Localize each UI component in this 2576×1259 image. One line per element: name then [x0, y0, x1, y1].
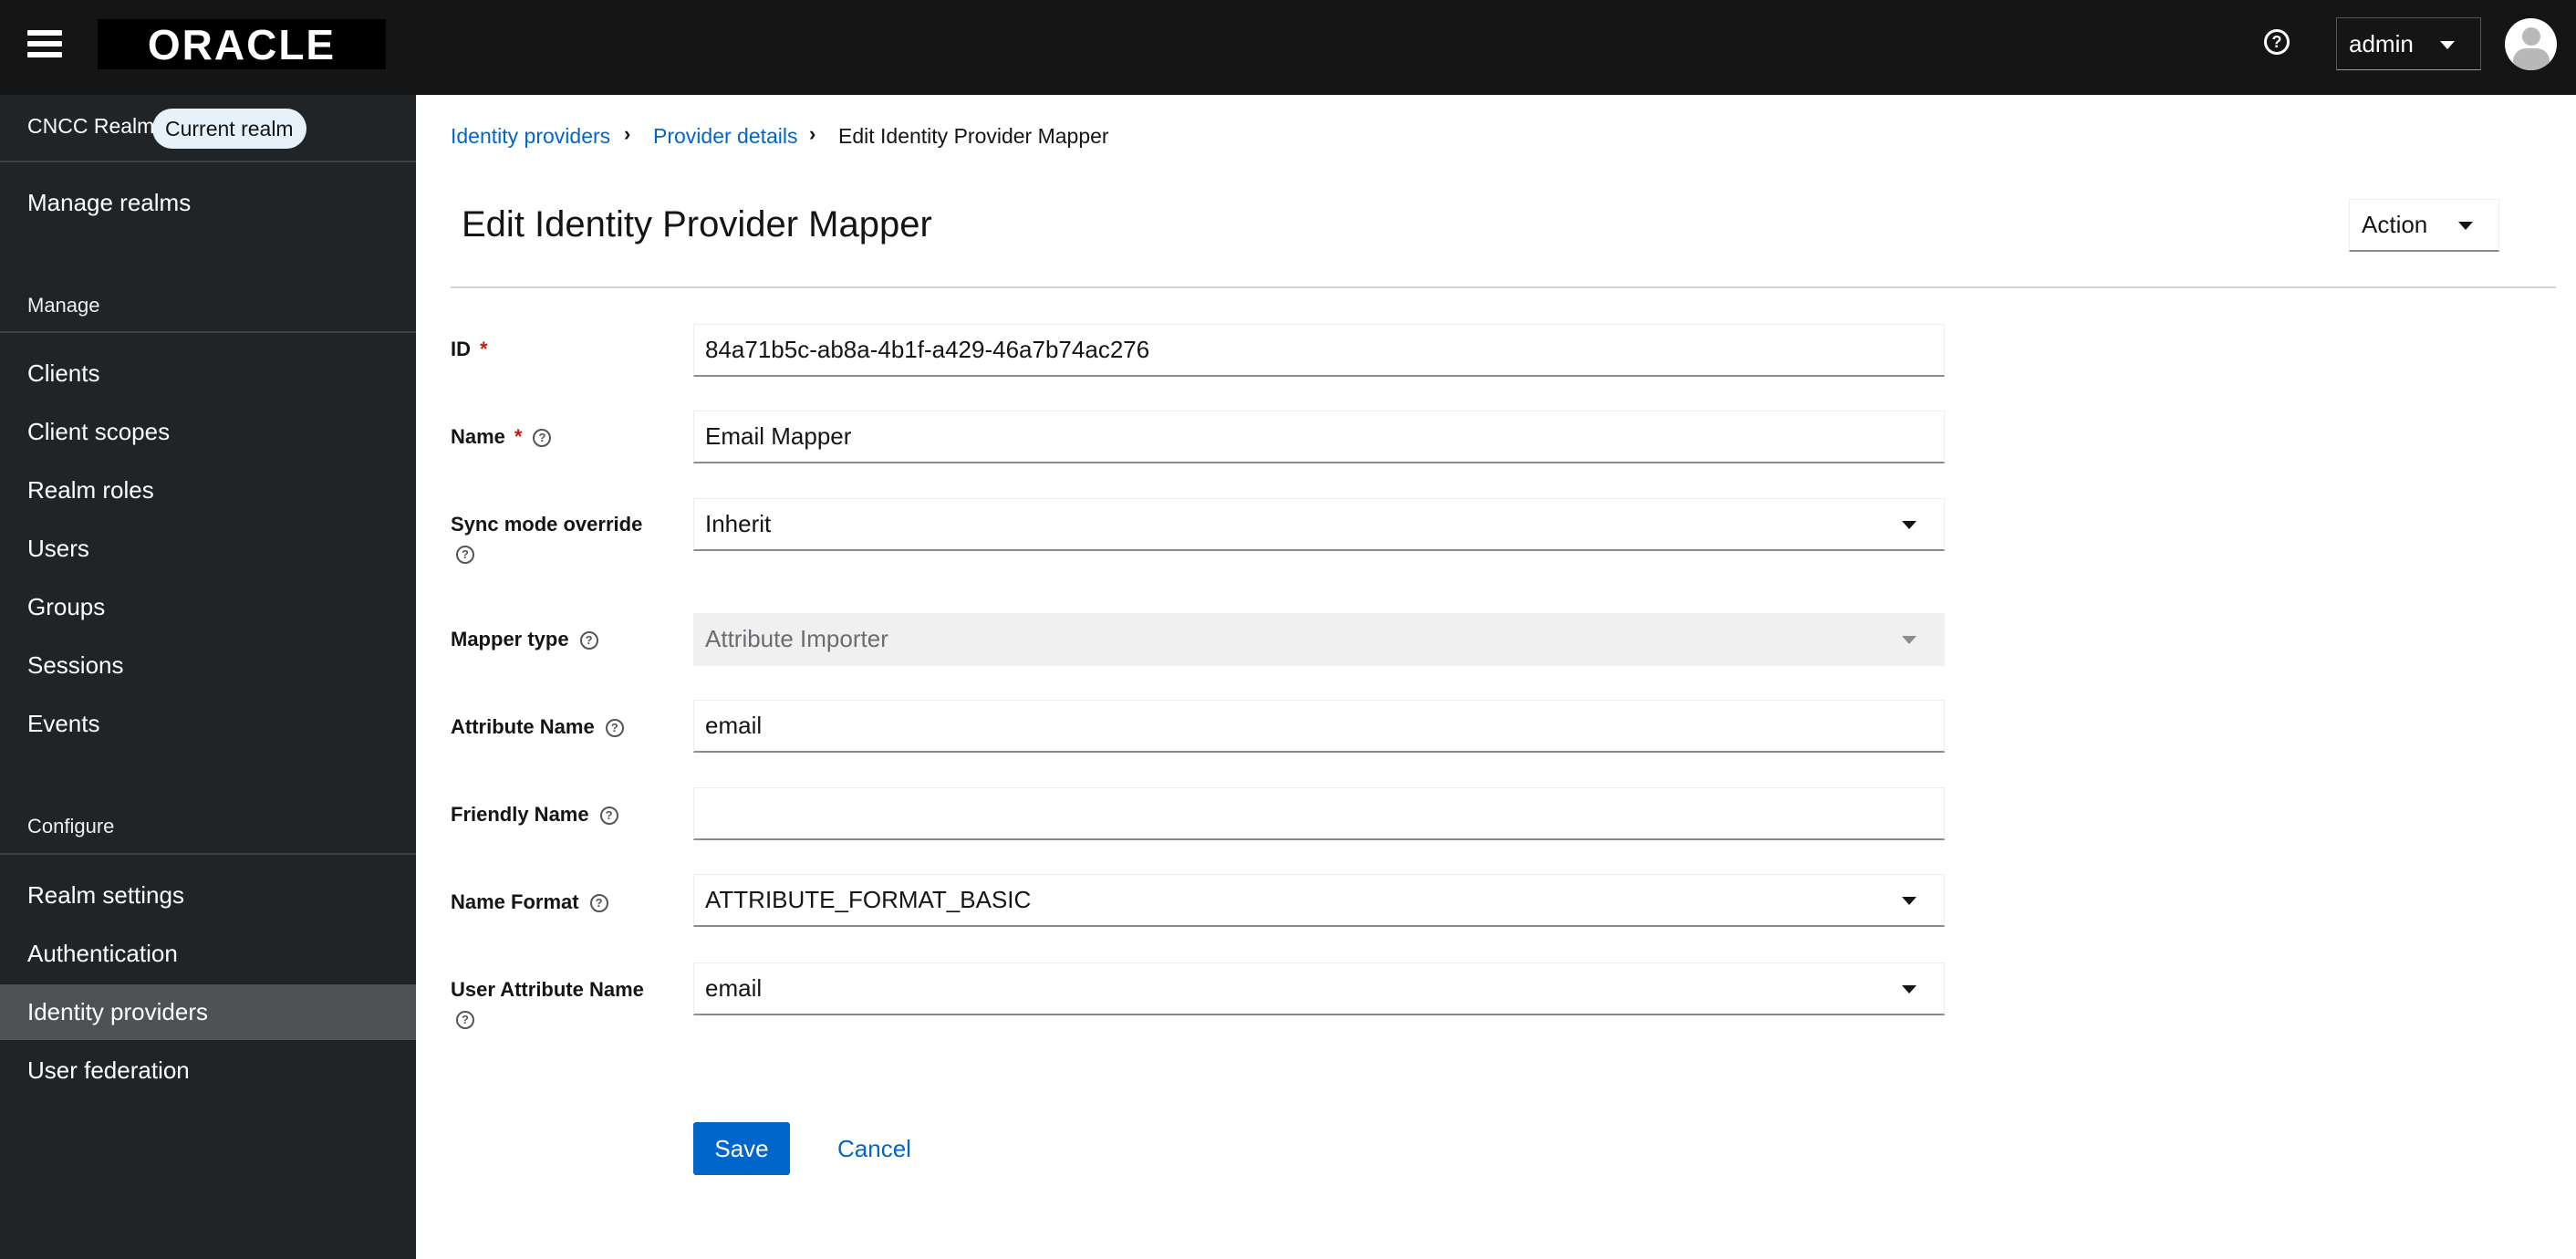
sync-mode-select[interactable]: Inherit: [693, 498, 1945, 551]
user-attribute-name-select[interactable]: email: [693, 962, 1945, 1015]
id-label: ID *: [451, 338, 488, 360]
attribute-name-field[interactable]: email: [693, 700, 1945, 753]
sidebar: CNCC Realm Current realm Manage realms M…: [0, 95, 416, 1259]
help-icon[interactable]: ?: [599, 806, 618, 826]
realm-name: CNCC Realm: [27, 114, 155, 138]
avatar[interactable]: [2505, 18, 2557, 70]
user-name: admin: [2349, 29, 2414, 57]
sidebar-item-groups[interactable]: Groups: [27, 593, 106, 620]
name-label: Name *?: [451, 425, 552, 449]
breadcrumb-identity-providers[interactable]: Identity providers: [451, 124, 611, 148]
chevron-right-icon: ›: [809, 122, 816, 145]
help-icon[interactable]: ?: [589, 894, 608, 913]
section-heading-configure: Configure: [27, 815, 115, 838]
oracle-logo[interactable]: ORACLE: [98, 19, 386, 69]
sidebar-item-client-scopes[interactable]: Client scopes: [27, 418, 171, 445]
caret-down-icon: [1902, 521, 1916, 529]
section-heading-manage: Manage: [27, 294, 100, 317]
mapper-type-select: Attribute Importer: [693, 613, 1945, 666]
caret-down-icon: [1902, 897, 1916, 905]
chevron-right-icon: ›: [624, 122, 631, 145]
save-button[interactable]: Save: [693, 1122, 790, 1175]
divider: [0, 853, 416, 855]
divider: [0, 331, 416, 333]
sidebar-item-realm-roles[interactable]: Realm roles: [27, 476, 154, 504]
divider: [451, 286, 2556, 288]
name-format-select[interactable]: ATTRIBUTE_FORMAT_BASIC: [693, 874, 1945, 927]
user-attribute-name-label: User Attribute Name?: [451, 978, 644, 1029]
name-field[interactable]: Email Mapper: [693, 411, 1945, 463]
help-icon[interactable]: ?: [456, 1011, 474, 1029]
caret-down-icon: [2440, 41, 2455, 49]
sidebar-item-sessions[interactable]: Sessions: [27, 651, 124, 679]
sidebar-item-users[interactable]: Users: [27, 535, 89, 562]
sidebar-item-realm-settings[interactable]: Realm settings: [27, 881, 184, 909]
help-icon[interactable]: ?: [456, 546, 474, 564]
friendly-name-field[interactable]: [693, 787, 1945, 840]
cancel-button[interactable]: Cancel: [837, 1135, 911, 1162]
active-item-highlight: [0, 984, 416, 1040]
sync-mode-label: Sync mode override?: [451, 513, 642, 564]
help-icon[interactable]: ?: [579, 631, 598, 650]
action-dropdown[interactable]: Action: [2349, 199, 2499, 252]
caret-down-icon: [1902, 985, 1916, 994]
sidebar-item-clients[interactable]: Clients: [27, 359, 100, 387]
id-field[interactable]: 84a71b5c-ab8a-4b1f-a429-46a7b74ac276: [693, 324, 1945, 377]
hamburger-icon[interactable]: [27, 30, 62, 57]
help-icon[interactable]: ?: [533, 429, 552, 448]
breadcrumb-provider-details[interactable]: Provider details: [653, 124, 798, 148]
breadcrumb-current: Edit Identity Provider Mapper: [838, 124, 1109, 148]
masthead: ORACLE ? admin: [0, 0, 2576, 95]
divider: [0, 161, 416, 162]
sidebar-item-user-federation[interactable]: User federation: [27, 1056, 190, 1084]
help-icon[interactable]: ?: [2264, 29, 2290, 55]
sidebar-item-authentication[interactable]: Authentication: [27, 940, 178, 967]
sidebar-item-events[interactable]: Events: [27, 710, 100, 737]
current-realm-badge: Current realm: [152, 109, 306, 149]
user-dropdown[interactable]: admin: [2336, 17, 2481, 70]
caret-down-icon: [2458, 222, 2473, 230]
name-format-label: Name Format?: [451, 890, 608, 914]
attribute-name-label: Attribute Name?: [451, 715, 624, 739]
action-label: Action: [2362, 211, 2428, 238]
mapper-type-label: Mapper type?: [451, 628, 598, 651]
help-icon[interactable]: ?: [605, 719, 624, 738]
friendly-name-label: Friendly Name?: [451, 803, 618, 827]
sidebar-item-identity-providers[interactable]: Identity providers: [27, 998, 208, 1025]
page-title: Edit Identity Provider Mapper: [462, 204, 932, 245]
caret-down-icon: [1902, 636, 1916, 644]
sidebar-item-manage-realms[interactable]: Manage realms: [27, 189, 192, 216]
